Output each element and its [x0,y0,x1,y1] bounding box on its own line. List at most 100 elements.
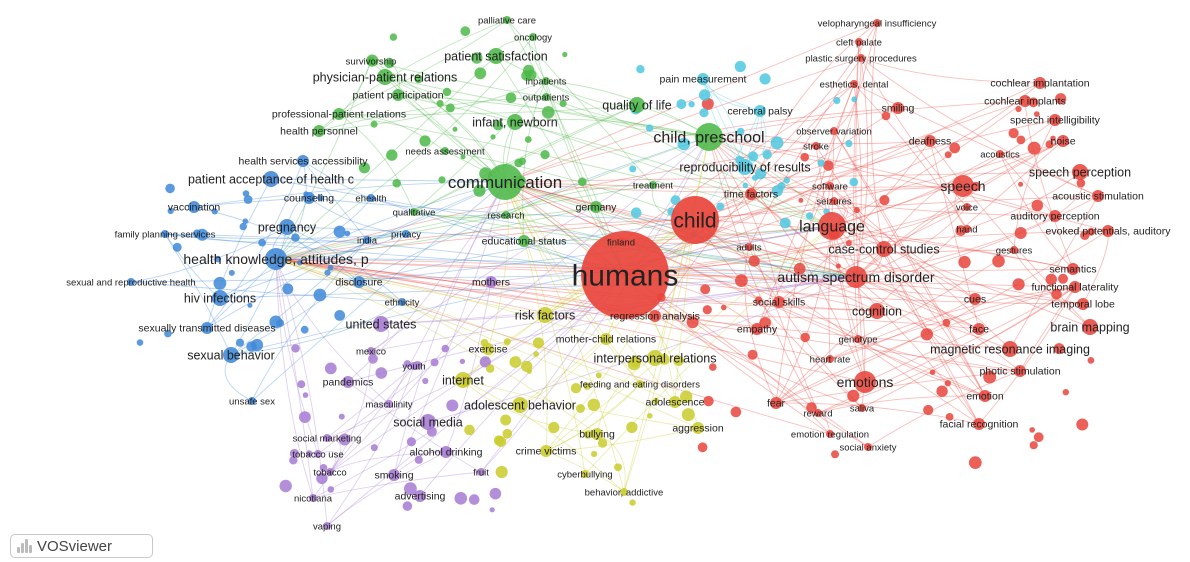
node-united-states[interactable] [373,316,389,332]
node-speech[interactable] [952,175,974,197]
node-language[interactable] [818,212,846,240]
node-photic-stimulation[interactable] [1014,365,1026,377]
label-counseling[interactable]: counseling [284,193,334,205]
node-observer-variation[interactable] [830,127,838,135]
node-communication[interactable] [487,164,523,200]
label-behavior-addictive[interactable]: behavior, addictive [585,487,664,498]
label-fruit[interactable]: fruit [473,467,489,478]
label-exercise[interactable]: exercise [468,344,507,356]
label-humans[interactable]: humans [572,260,679,293]
label-mexico[interactable]: mexico [356,346,386,357]
node-youth[interactable] [410,362,418,370]
label-needs-assessment[interactable]: needs assessment [405,146,485,157]
label-ehealth[interactable]: ehealth [355,193,386,204]
label-cyberbullying[interactable]: cyberbullying [557,469,612,480]
label-smiling[interactable]: smiling [882,103,915,115]
node-hiv-infections[interactable] [212,290,228,306]
label-reward[interactable]: reward [803,408,832,419]
node-acoustics[interactable] [996,150,1004,158]
node-cognition[interactable] [869,303,885,319]
node-pain-measurement[interactable] [697,73,709,85]
node-internet[interactable] [455,372,471,388]
label-privacy[interactable]: privacy [391,229,421,240]
label-cerebral-palsy[interactable]: cerebral palsy [727,106,793,118]
label-case-control-studies[interactable]: case-control studies [828,242,939,256]
label-risk-factors[interactable]: risk factors [515,308,575,322]
node-seizures[interactable] [830,197,838,205]
node-germany[interactable] [590,201,602,213]
node-cleft-palate[interactable] [855,38,863,46]
node-masculinity[interactable] [385,400,393,408]
node-speech-intelligibility[interactable] [1049,114,1061,126]
label-photic-stimulation[interactable]: photic stimulation [979,366,1060,378]
label-semantics[interactable]: semantics [1049,264,1096,276]
node-adolescent-behavior[interactable] [512,397,528,413]
label-health-personnel[interactable]: health personnel [280,126,358,138]
label-health-services-accessibility[interactable]: health services accessibility [239,156,369,168]
label-finland[interactable]: finland [607,237,635,248]
label-hiv-infections[interactable]: hiv infections [184,291,256,305]
label-adolescent-behavior[interactable]: adolescent behavior [464,398,576,412]
label-acoustic-stimulation[interactable]: acoustic stimulation [1052,191,1144,203]
label-child[interactable]: child [673,209,716,232]
label-pregnancy[interactable]: pregnancy [258,220,317,234]
node-magnetic-resonance-imaging[interactable] [1002,341,1018,357]
label-heart-rate[interactable]: heart rate [810,354,851,365]
label-cochlear-implants[interactable]: cochlear implants [984,96,1066,108]
node-emotions[interactable] [854,371,876,393]
node-fear[interactable] [770,397,782,409]
node-genotype[interactable] [854,335,862,343]
node-deafness[interactable] [924,135,936,147]
label-velopharyngeal-insufficiency[interactable]: velopharyngeal insufficiency [818,18,937,29]
node-social-marketing[interactable] [323,434,331,442]
node-survivorship[interactable] [367,57,375,65]
node-exercise[interactable] [482,343,494,355]
label-united-states[interactable]: united states [346,317,417,331]
label-speech[interactable]: speech [940,178,985,194]
node-noise[interactable] [1057,135,1069,147]
label-hand[interactable]: hand [956,224,977,235]
label-auditory-perception[interactable]: auditory perception [1010,211,1099,223]
label-pain-measurement[interactable]: pain measurement [660,74,747,86]
node-risk-factors[interactable] [537,307,553,323]
label-india[interactable]: india [357,235,378,246]
node-palliative-care[interactable] [503,16,511,24]
node-privacy[interactable] [402,230,410,238]
node-child-preschool[interactable] [695,123,723,151]
node-auditory-perception[interactable] [1049,210,1061,222]
node-child[interactable] [671,196,719,244]
label-family-planning-services[interactable]: family planning services [115,229,216,240]
label-emotions[interactable]: emotions [837,374,894,390]
label-social-marketing[interactable]: social marketing [293,433,362,444]
node-feeding-and-eating-disorders[interactable] [636,380,644,388]
node-cyberbullying[interactable] [581,470,589,478]
label-face[interactable]: face [969,324,989,336]
label-gestures[interactable]: gestures [996,245,1033,256]
node-infant-newborn[interactable] [507,114,523,130]
node-professional-patient-relations[interactable] [333,108,345,120]
label-tobacco-use[interactable]: tobacco use [292,449,343,460]
label-cleft-palate[interactable]: cleft palate [836,37,882,48]
node-face[interactable] [973,323,985,335]
label-magnetic-resonance-imaging[interactable]: magnetic resonance imaging [930,342,1090,356]
label-empathy[interactable]: empathy [737,324,778,336]
node-nicotiana[interactable] [309,494,317,502]
node-brain-mapping[interactable] [1082,319,1098,335]
node-voice[interactable] [963,203,971,211]
node-crime-victims[interactable] [540,445,552,457]
node-software[interactable] [826,182,834,190]
label-germany[interactable]: germany [576,202,618,214]
node-pregnancy[interactable] [279,219,295,235]
node-unsafe-sex[interactable] [248,397,256,405]
node-tobacco-use[interactable] [314,450,322,458]
label-survivorship[interactable]: survivorship [346,56,397,67]
node-case-control-studies[interactable] [876,241,892,257]
label-fear[interactable]: fear [767,398,786,410]
node-quality-of-life[interactable] [629,97,645,113]
label-youth[interactable]: youth [402,361,425,372]
node-acoustic-stimulation[interactable] [1092,190,1104,202]
node-social-media[interactable] [420,414,436,430]
node-adolescence[interactable] [669,396,681,408]
node-physician-patient-relations[interactable] [377,69,393,85]
label-aggression[interactable]: aggression [672,423,724,435]
